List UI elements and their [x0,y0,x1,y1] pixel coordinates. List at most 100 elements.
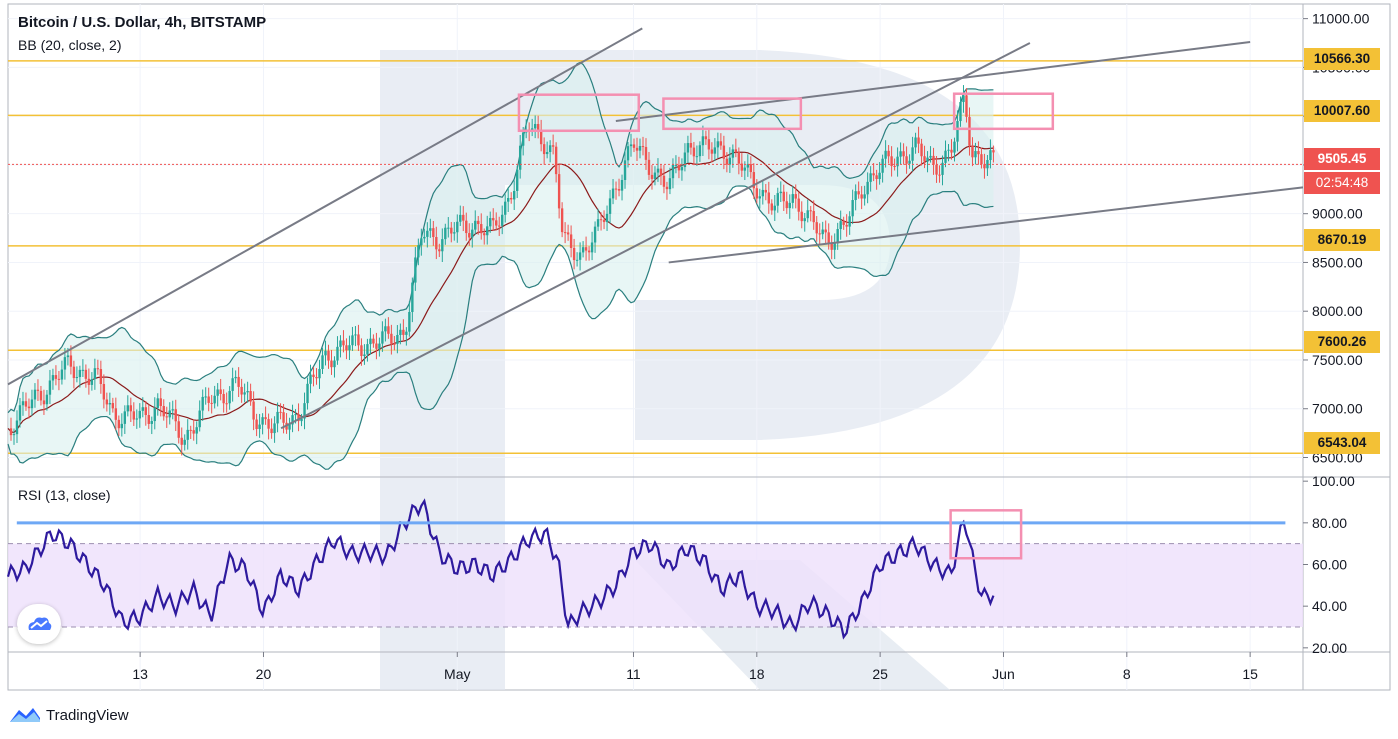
candle-body [854,191,857,201]
candle-body [210,402,213,404]
candle-body [641,146,645,148]
candle-body [635,147,639,151]
candle-body [381,331,384,344]
candle-body [390,333,393,344]
candle-body [905,156,908,164]
candle-body [686,143,690,153]
candle-body [120,423,124,429]
candle-body [264,417,267,420]
candle-body [605,213,609,223]
rsi-indicator-label: RSI (13, close) [18,487,111,503]
candle-body [551,145,555,147]
candle-body [698,145,702,157]
rsi-tick-label: 80.00 [1312,515,1347,531]
candle-body [746,164,750,168]
candle-body [258,424,261,430]
candle-body [339,340,342,347]
candle-body [405,331,408,335]
candle-body [587,250,591,253]
rsi-tick-label: 60.00 [1312,557,1347,573]
rsi-tick-label: 20.00 [1312,640,1347,656]
watermark-letter [380,50,1020,690]
candle-body [471,229,474,238]
candle-body [884,150,887,159]
candle-body [132,411,135,420]
candle-body [117,419,121,429]
candle-body [96,368,100,370]
candle-body [168,410,171,418]
candle-body [683,152,687,168]
candle-body [387,326,390,334]
candle-body [327,350,330,361]
candle-body [129,405,133,412]
candle-body [917,137,920,144]
candle-body [953,141,956,153]
candle-body [270,428,273,434]
candle-body [842,221,845,225]
candle-body [971,145,974,158]
candle-body [887,150,890,157]
candle-body [767,192,770,204]
candle-body [231,378,234,391]
countdown-tag: 02:54:48 [1304,172,1380,194]
candle-body [629,144,633,147]
candle-body [261,417,264,425]
candle-body [207,396,210,403]
candle-body [989,150,992,161]
candle-body [839,221,842,230]
candle-body [848,216,851,227]
candle-body [956,121,959,142]
candle-body [680,167,684,171]
candle-body [719,141,723,146]
candle-body [575,259,579,261]
candle-body [240,386,243,395]
tradingview-logo[interactable]: TradingView [8,704,129,726]
candle-body [375,343,378,349]
candle-body [731,149,735,158]
candle-body [366,344,369,355]
candle-body [303,403,306,419]
candle-body [345,345,348,351]
candle-body [348,345,351,351]
candle-body [875,175,878,180]
rsi-line [6,498,995,640]
lower-trendline [668,186,1304,264]
candle-body [45,394,49,405]
candle-body [87,378,91,385]
candle-body [177,421,180,438]
candle-body [806,210,809,219]
candle-body [153,407,156,422]
auto-scale-button[interactable] [17,604,61,644]
candle-body [569,234,573,248]
time-tick-label: 18 [749,666,765,682]
candle-body [105,399,109,405]
candle-body [656,168,660,173]
candle-body [560,208,564,233]
time-tick-label: 13 [132,666,148,682]
candle-body [797,198,800,212]
candle-body [908,160,911,164]
candle-body [758,196,762,199]
candle-body [162,406,165,417]
candle-body [462,214,465,221]
candle-body [653,172,657,179]
cloud-icon [28,617,52,630]
candle-body [66,355,70,358]
candle-body [608,198,612,214]
candle-body [902,151,905,157]
candle-body [617,189,621,191]
candle-body [752,172,756,189]
price-tick-label: 11000.00 [1312,11,1370,27]
time-tick-label: 8 [1123,666,1131,682]
tradingview-icon [10,708,40,722]
candle-body [596,219,600,227]
candle-body [147,415,150,424]
candle-body [851,200,854,217]
candle-body [357,334,360,346]
candle-body [39,390,43,401]
level-tag-8670: 8670.19 [1304,229,1380,251]
candle-body [33,389,37,400]
candle-body [336,346,339,361]
candle-body [342,340,345,346]
